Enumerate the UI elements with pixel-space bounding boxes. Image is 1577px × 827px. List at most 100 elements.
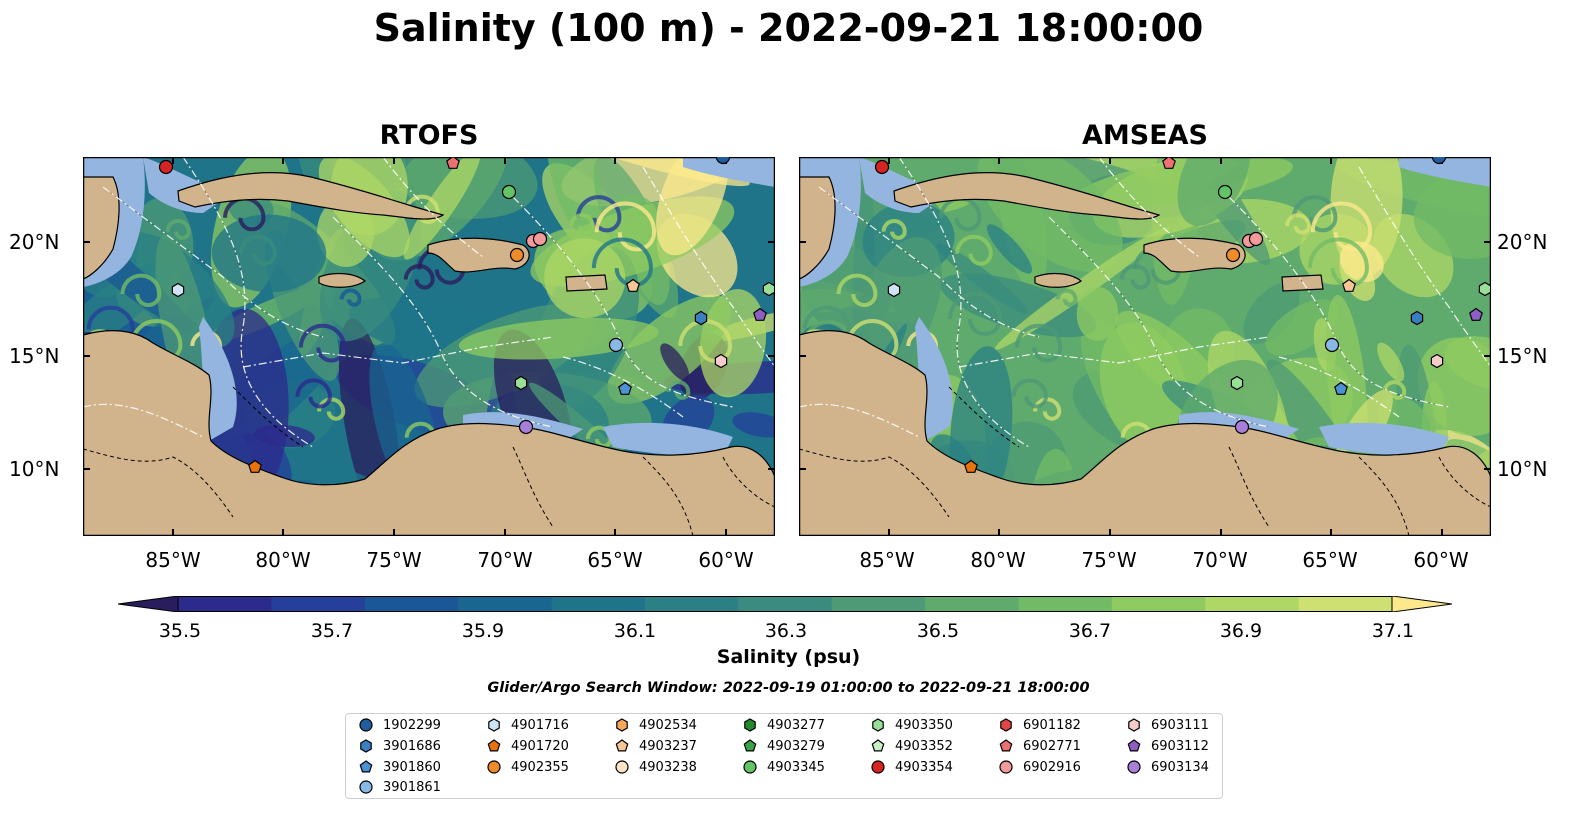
lon-tick-label: 80°W	[255, 548, 311, 572]
legend-item: 4901720	[486, 736, 569, 756]
legend-item-label: 3901860	[383, 759, 441, 775]
float-marker	[514, 375, 528, 391]
float-marker	[1248, 231, 1264, 247]
legend-item: 4902534	[614, 715, 697, 735]
circle-marker-icon	[615, 760, 629, 774]
colorbar-tick-label: 36.9	[1219, 620, 1263, 642]
lat-tick-label: 20°N	[1497, 230, 1548, 254]
colorbar-tick-label: 36.3	[764, 620, 808, 642]
legend-item-label: 6903112	[1151, 738, 1209, 754]
circle-marker-icon	[999, 760, 1013, 774]
lat-tick-label: 15°N	[1497, 344, 1548, 368]
page-title: Salinity (100 m) - 2022-09-21 18:00:00	[373, 6, 1204, 50]
legend-item: 3901861	[358, 777, 441, 797]
float-marker	[1230, 375, 1244, 391]
lon-tick-label: 65°W	[1302, 548, 1358, 572]
legend-item-label: 4903354	[895, 759, 953, 775]
hexagon-marker-icon	[360, 739, 372, 753]
legend-item: 4903352	[870, 736, 953, 756]
colorbar-tick-label: 35.7	[310, 620, 354, 642]
float-marker	[1431, 157, 1447, 165]
lon-tick-label: 70°W	[477, 548, 533, 572]
circle-marker-icon	[1127, 760, 1141, 774]
colorbar	[117, 595, 1453, 616]
float-marker	[1334, 381, 1348, 395]
pentagon-marker-icon	[487, 739, 501, 752]
float-marker	[171, 282, 185, 298]
lon-tick-label: 85°W	[145, 548, 201, 572]
circle-marker-icon	[487, 760, 501, 774]
pentagon-marker-icon	[615, 739, 629, 752]
lat-tick-label: 15°N	[9, 344, 60, 368]
legend-item: 6903134	[1126, 757, 1209, 777]
legend-item-label: 4903237	[639, 738, 697, 754]
float-marker	[762, 281, 775, 297]
map-panel-rtofs[interactable]	[83, 157, 775, 536]
legend-item: 4903345	[742, 757, 825, 777]
legend-item: 4903354	[870, 757, 953, 777]
colorbar-tick-label: 36.7	[1068, 620, 1112, 642]
legend-item: 6902916	[998, 757, 1081, 777]
hexagon-marker-icon	[1128, 718, 1140, 732]
lon-tick-label: 70°W	[1192, 548, 1248, 572]
hexagon-marker-icon	[744, 718, 756, 732]
lon-tick-label: 80°W	[970, 548, 1026, 572]
pentagon-marker-icon	[999, 739, 1013, 752]
legend-item-label: 6903111	[1151, 717, 1209, 733]
float-marker	[964, 459, 978, 473]
float-marker	[714, 353, 728, 369]
circle-marker-icon	[743, 760, 757, 774]
legend-item-label: 4903345	[767, 759, 825, 775]
map-panel-amseas[interactable]	[799, 157, 1491, 536]
legend-item: 4902355	[486, 757, 569, 777]
float-marker	[248, 459, 262, 473]
float-marker	[694, 310, 708, 326]
lat-tick-label: 10°N	[1497, 457, 1548, 481]
pentagon-marker-icon	[359, 760, 373, 773]
lon-tick-label: 75°W	[366, 548, 422, 572]
circle-marker-icon	[871, 760, 885, 774]
legend-item: 6902771	[998, 736, 1081, 756]
legend-item: 1902299	[358, 715, 441, 735]
colorbar-tick-label: 36.5	[916, 620, 960, 642]
lon-tick-label: 60°W	[1413, 548, 1469, 572]
legend-item: 3901860	[358, 757, 441, 777]
lon-tick-label: 60°W	[698, 548, 754, 572]
hexagon-marker-icon	[616, 718, 628, 732]
colorbar-tick-label: 35.5	[158, 620, 202, 642]
legend-item-label: 4903277	[767, 717, 825, 733]
legend-item-label: 6903134	[1151, 759, 1209, 775]
search-window-text: Glider/Argo Search Window: 2022-09-19 01…	[487, 680, 1090, 696]
panel-title-rtofs: RTOFS	[379, 120, 479, 151]
legend-item-label: 4903238	[639, 759, 697, 775]
legend-item: 4903277	[742, 715, 825, 735]
legend-item-label: 3901686	[383, 738, 441, 754]
float-marker	[509, 247, 525, 263]
float-marker	[1217, 184, 1233, 200]
legend-item-label: 4902355	[511, 759, 569, 775]
colorbar-tick-label: 35.9	[461, 620, 505, 642]
float-marker	[518, 419, 534, 435]
legend-item: 4903238	[614, 757, 697, 777]
pentagon-marker-icon	[871, 739, 885, 752]
lat-tick-label: 20°N	[9, 230, 60, 254]
float-marker	[501, 184, 517, 200]
lon-tick-label: 75°W	[1081, 548, 1137, 572]
float-marker	[446, 157, 460, 169]
float-marker	[158, 159, 174, 175]
legend-item: 4903237	[614, 736, 697, 756]
legend-item-label: 4903350	[895, 717, 953, 733]
float-marker	[1430, 353, 1444, 369]
legend-item: 6903112	[1126, 736, 1209, 756]
float-marker	[626, 278, 640, 292]
legend-item-label: 3901861	[383, 779, 441, 795]
float-marker	[1324, 337, 1340, 353]
colorbar-tick-label: 36.1	[613, 620, 657, 642]
legend: 1902299 3901686 3901860 3901861 4901716 49017…	[345, 713, 1223, 799]
float-marker	[715, 157, 731, 165]
colorbar-ticks: 35.5 35.7 35.9 36.1 36.3 36.5 36.7 36.9 …	[120, 620, 1460, 650]
pentagon-marker-icon	[1127, 739, 1141, 752]
float-marker	[887, 282, 901, 298]
float-marker	[753, 307, 767, 321]
lon-tick-label: 65°W	[587, 548, 643, 572]
